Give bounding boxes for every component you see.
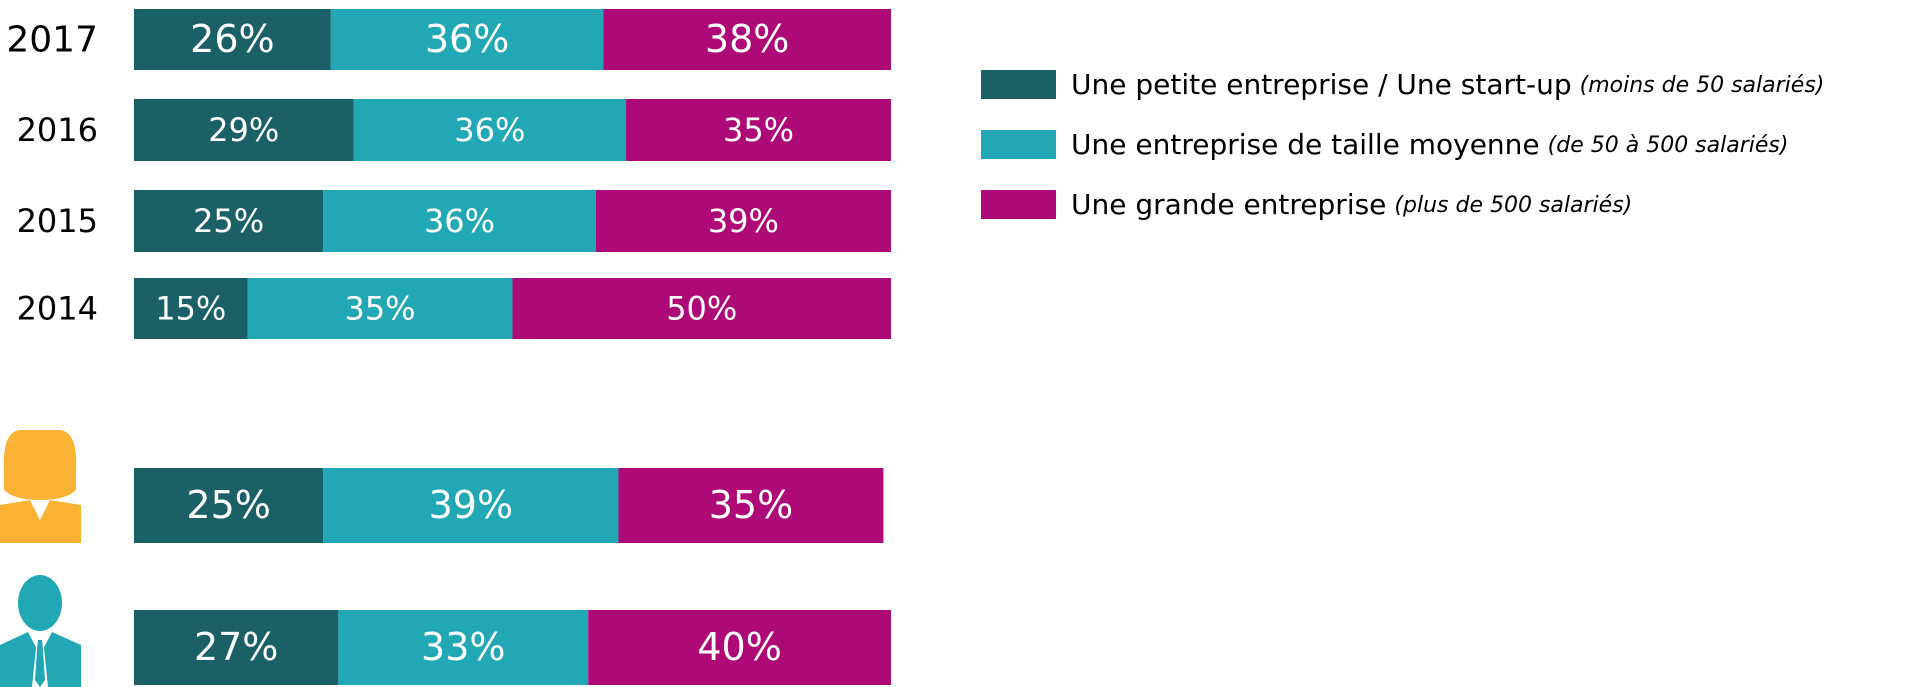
value-label: 38% (705, 17, 789, 61)
legend-name: Une petite entreprise / Une start-up (1071, 68, 1572, 101)
bar-segment (353, 99, 627, 161)
legend-note: (moins de 50 salariés) (1580, 73, 1825, 98)
bar-segment (626, 99, 891, 161)
legend-name: Une grande entreprise (1071, 188, 1386, 221)
y-tick-label: 2015 (17, 202, 98, 240)
value-label: 27% (194, 625, 278, 669)
legend-swatch (981, 130, 1056, 159)
legend-name: Une entreprise de taille moyenne (1071, 128, 1540, 161)
bar-segment (134, 468, 324, 543)
value-label: 40% (697, 625, 781, 669)
bar-segment (512, 278, 891, 339)
bar-segment (134, 9, 331, 70)
bar-segment (134, 278, 248, 339)
woman-icon (0, 430, 81, 543)
y-tick-label: 2014 (17, 290, 98, 328)
value-label: 33% (421, 625, 505, 669)
legend-label: Une entreprise de taille moyenne (de 50 à… (1071, 128, 1788, 161)
bar-segment (588, 610, 891, 685)
bar-segment (134, 99, 354, 161)
value-label: 50% (666, 290, 737, 328)
value-label: 15% (155, 290, 226, 328)
bar-segment (338, 610, 589, 685)
bar-segment (247, 278, 513, 339)
value-label: 35% (723, 111, 794, 149)
bar-segment (323, 190, 596, 252)
value-label: 25% (186, 483, 270, 527)
legend-note: (plus de 500 salariés) (1394, 193, 1632, 218)
value-label: 36% (425, 17, 509, 61)
y-tick-label: 2017 (6, 20, 98, 61)
legend-note: (de 50 à 500 salariés) (1548, 133, 1789, 158)
value-label: 35% (344, 290, 415, 328)
value-label: 25% (193, 202, 264, 240)
bar-segment (618, 468, 884, 543)
value-label: 36% (424, 202, 495, 240)
bar-segment (134, 610, 339, 685)
woman-collar (30, 500, 50, 520)
man-tie (35, 640, 45, 687)
legend-swatch (981, 190, 1056, 219)
legend-swatch (981, 70, 1056, 99)
bar-segment (595, 190, 891, 252)
value-label: 39% (708, 202, 779, 240)
bar-segment (330, 9, 604, 70)
y-tick-label: 2016 (17, 111, 98, 149)
legend-label: Une petite entreprise / Une start-up (moi… (1071, 68, 1824, 101)
bar-segment (134, 190, 324, 252)
bar-segment (603, 9, 891, 70)
value-label: 29% (208, 111, 279, 149)
value-label: 35% (709, 483, 793, 527)
value-label: 26% (190, 17, 274, 61)
bar-segment (323, 468, 619, 543)
value-label: 39% (429, 483, 513, 527)
legend-label: Une grande entreprise (plus de 500 salari… (1071, 188, 1632, 221)
value-label: 36% (454, 111, 525, 149)
